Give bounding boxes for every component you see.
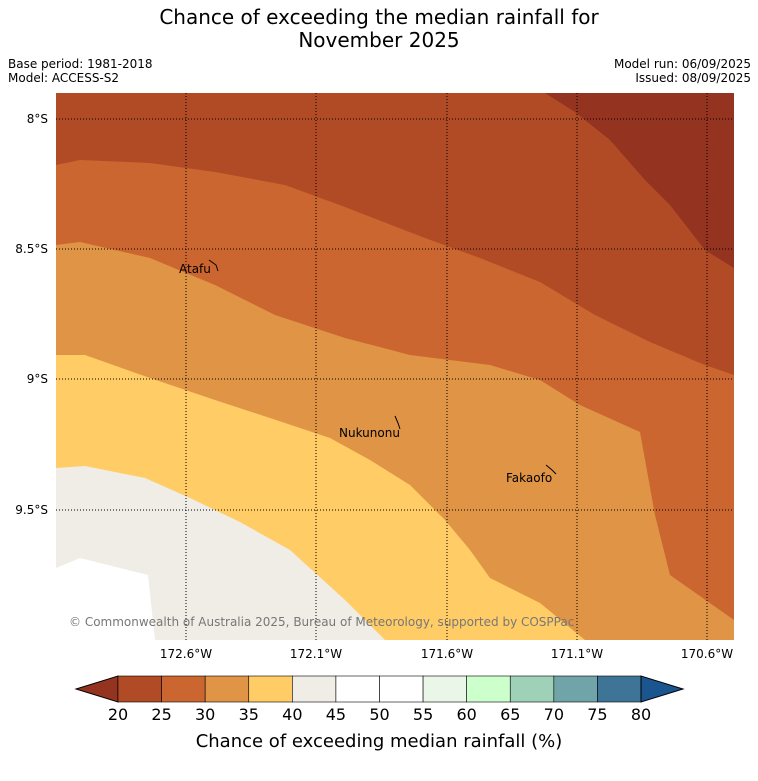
- colorbar-segment: [422, 675, 467, 703]
- colorbar-tick-label: 55: [413, 705, 433, 724]
- place-label-nukunonu: Nukunonu: [339, 426, 400, 440]
- place-label-fakaofo: Fakaofo: [506, 471, 552, 485]
- lat-label: 9.5°S: [15, 503, 48, 517]
- nukunonu-outline: [394, 415, 401, 430]
- colorbar-segment: [597, 675, 642, 703]
- colorbar-tick-label: 45: [326, 705, 346, 724]
- lon-label: 172.6°W: [160, 647, 212, 661]
- colorbar-tick-label: 35: [239, 705, 259, 724]
- lon-label: 172.1°W: [290, 647, 342, 661]
- base-period: Base period: 1981-2018: [8, 57, 153, 71]
- colorbar-segment: [509, 675, 555, 703]
- colorbar-segment: [161, 675, 206, 703]
- colorbar-tick-label: 60: [456, 705, 476, 724]
- graticule: [56, 93, 734, 640]
- meta-right: Model run: 06/09/2025 Issued: 08/09/2025: [614, 57, 751, 85]
- colorbar-segment: [553, 675, 598, 703]
- land-region: [56, 558, 155, 640]
- colorbar-tick-label: 75: [587, 705, 607, 724]
- place-label-atafu: Atafu: [179, 262, 211, 276]
- lon-label: 171.6°W: [421, 647, 473, 661]
- copyright-notice: © Commonwealth of Australia 2025, Bureau…: [69, 615, 574, 629]
- colorbar-tick-label: 30: [195, 705, 215, 724]
- model-run-date: Model run: 06/09/2025: [613, 57, 751, 71]
- colorbar-tick-label: 20: [108, 705, 128, 724]
- colorbar-segment: [292, 675, 337, 703]
- colorbar-tick-label: 80: [631, 705, 651, 724]
- colorbar-label: Chance of exceeding median rainfall (%): [196, 731, 563, 752]
- colorbar-tick-label: 25: [151, 705, 171, 724]
- colorbar-extend-high: [640, 675, 685, 703]
- lon-label: 170.6°W: [681, 647, 733, 661]
- colorbar-tick-label: 70: [544, 705, 564, 724]
- colorbar-segment: [248, 675, 293, 703]
- colorbar-segment: [379, 675, 424, 703]
- band-below-20: [545, 93, 734, 268]
- lat-label: 9°S: [27, 372, 48, 386]
- issued-date: Issued: 08/09/2025: [635, 71, 751, 85]
- rainfall-map: [56, 93, 734, 640]
- colorbar-tick-label: 40: [282, 705, 302, 724]
- latitude-labels: 8°S 8.5°S 9°S 9.5°S: [15, 112, 48, 517]
- model-name: Model: ACCESS-S2: [8, 71, 120, 85]
- colorbar-segment: [117, 675, 162, 703]
- map-title-line-1: Chance of exceeding the median rainfall …: [159, 5, 599, 29]
- lat-label: 8.5°S: [15, 242, 48, 256]
- meta-left: Base period: 1981-2018 Model: ACCESS-S2: [8, 57, 153, 85]
- lat-label: 8°S: [27, 112, 48, 126]
- colorbar-tick-label: 65: [500, 705, 520, 724]
- atafu-outline: [208, 259, 219, 272]
- colorbar: 20 25 30 35 40 45 50 55 60 65 70 75 80: [74, 675, 685, 724]
- fakaofo-outline: [545, 464, 557, 475]
- colorbar-extend-low: [74, 675, 119, 703]
- lon-label: 171.1°W: [551, 647, 603, 661]
- atoll-outlines: [208, 259, 557, 475]
- colorbar-tick-label: 50: [369, 705, 389, 724]
- colorbar-segment: [466, 675, 511, 703]
- longitude-labels: 172.6°W 172.1°W 171.6°W 171.1°W 170.6°W: [160, 647, 733, 661]
- map-title-line-2: November 2025: [298, 28, 460, 52]
- colorbar-segment: [335, 675, 380, 703]
- colorbar-segment: [204, 675, 250, 703]
